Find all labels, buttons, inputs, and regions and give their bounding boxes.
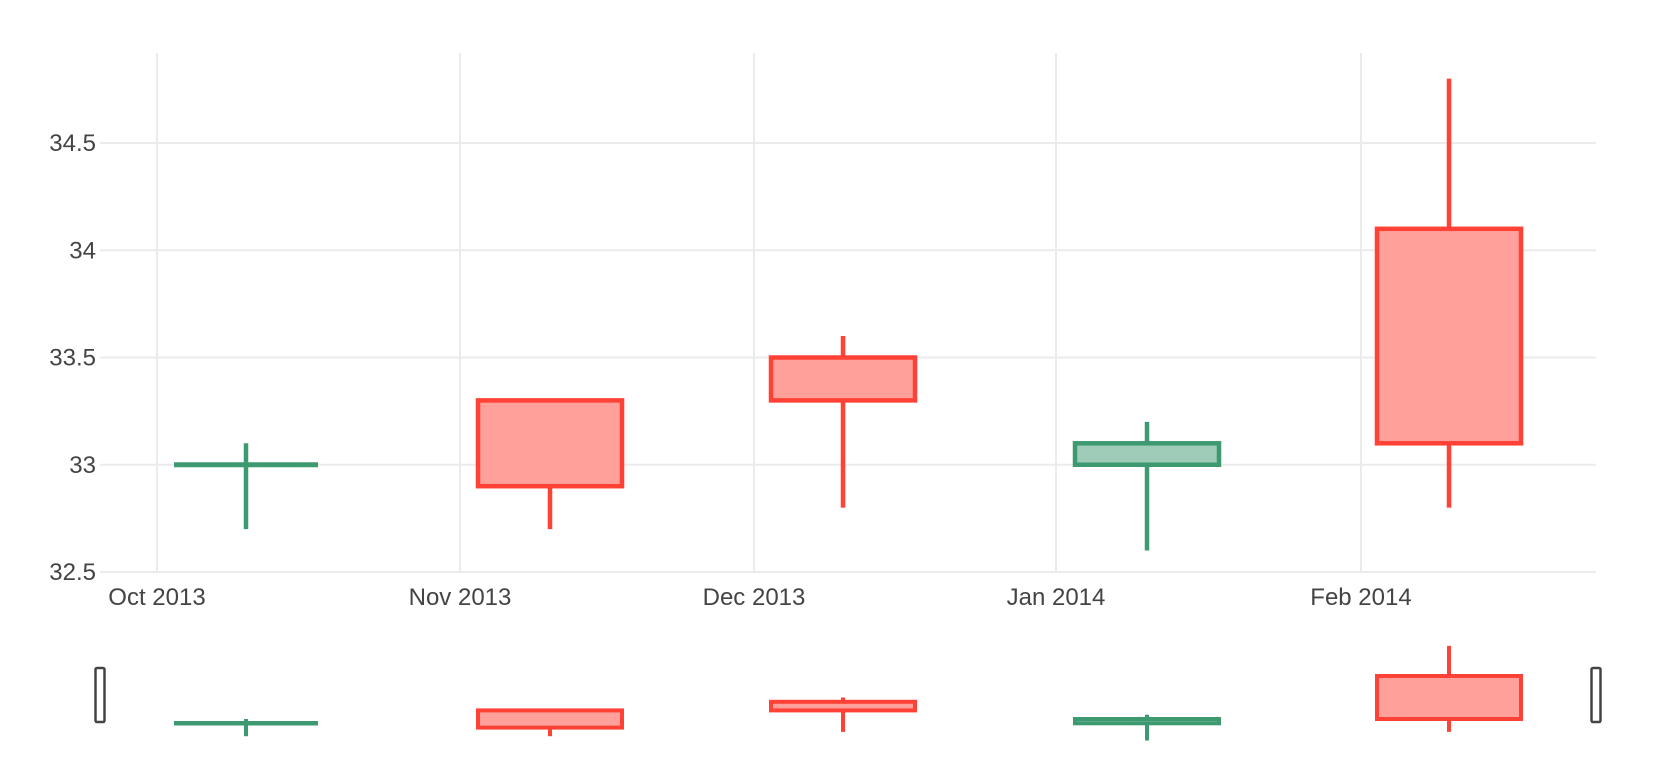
rangeslider-right-handle[interactable] bbox=[1590, 666, 1602, 724]
rangeslider bbox=[94, 640, 1602, 748]
candle-oct-2013[interactable] bbox=[174, 443, 318, 530]
candle-jan-2014[interactable] bbox=[1072, 421, 1222, 551]
x-tick-label: Dec 2013 bbox=[703, 584, 806, 611]
candle-body bbox=[1072, 441, 1222, 467]
rangeslider-mini-candle-oct-2013 bbox=[174, 719, 318, 737]
x-tick-label: Nov 2013 bbox=[409, 584, 512, 611]
candle-body bbox=[475, 398, 625, 489]
candle-nov-2013[interactable] bbox=[475, 398, 625, 530]
candle-body bbox=[769, 699, 917, 713]
candle-body bbox=[1375, 674, 1523, 721]
rangeslider-mini-candle-dec-2013 bbox=[769, 697, 917, 732]
rangeslider-mini-candle-nov-2013 bbox=[476, 708, 624, 737]
y-tick-label: 34.5 bbox=[49, 130, 96, 157]
x-tick-label: Oct 2013 bbox=[108, 584, 205, 611]
rangeslider-mini-candle-jan-2014 bbox=[1073, 714, 1221, 741]
candle-dec-2013[interactable] bbox=[768, 336, 918, 508]
rangeslider-left-handle[interactable] bbox=[94, 666, 106, 724]
y-tick-label: 33.5 bbox=[49, 345, 96, 372]
x-tick-label: Feb 2014 bbox=[1310, 584, 1411, 611]
rangeslider-track[interactable] bbox=[100, 640, 1596, 748]
candle-body bbox=[1374, 226, 1524, 446]
candle-body bbox=[1073, 717, 1221, 726]
candles bbox=[174, 78, 1524, 551]
axis-labels: 32.5 33 33.5 34 34.5 Oct 2013 Nov 2013 Dec 2013… bbox=[49, 130, 1411, 611]
candle-body bbox=[476, 708, 624, 730]
candle-body bbox=[768, 355, 918, 403]
plot-area[interactable] bbox=[100, 53, 1596, 572]
x-tick-label: Jan 2014 bbox=[1007, 584, 1106, 611]
rangeslider-mini-candle-feb-2014 bbox=[1375, 645, 1523, 732]
y-tick-label: 33 bbox=[69, 452, 96, 479]
candle-feb-2014[interactable] bbox=[1374, 78, 1524, 508]
y-tick-label: 32.5 bbox=[49, 559, 96, 586]
y-tick-label: 34 bbox=[69, 237, 96, 264]
